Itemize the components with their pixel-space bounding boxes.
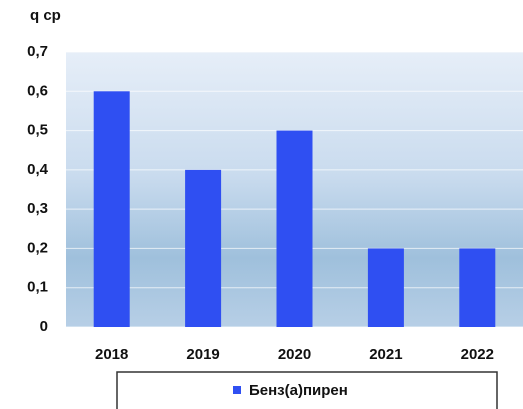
- y-axis-label: q ср: [30, 7, 61, 24]
- y-tick-label: 0,2: [27, 239, 48, 256]
- legend-marker: [233, 386, 241, 394]
- bar: [276, 130, 313, 327]
- y-tick-label: 0,4: [27, 161, 49, 178]
- x-tick-label: 2020: [278, 346, 311, 363]
- bar: [459, 248, 496, 327]
- bar: [367, 248, 404, 327]
- y-tick-label: 0,6: [27, 82, 48, 99]
- bar: [93, 91, 130, 328]
- y-tick-label: 0: [40, 318, 48, 335]
- x-tick-label: 2021: [369, 346, 402, 363]
- y-tick-label: 0,7: [27, 43, 48, 60]
- x-tick-label: 2022: [461, 346, 494, 363]
- y-tick-label: 0,3: [27, 200, 48, 217]
- bar: [185, 169, 222, 327]
- x-tick-label: 2018: [95, 346, 128, 363]
- x-tick-label: 2019: [186, 346, 219, 363]
- legend-box: [116, 371, 498, 409]
- y-tick-label: 0,1: [27, 279, 48, 296]
- y-tick-label: 0,5: [27, 122, 48, 139]
- legend-label: Бенз(а)пирен: [249, 382, 348, 399]
